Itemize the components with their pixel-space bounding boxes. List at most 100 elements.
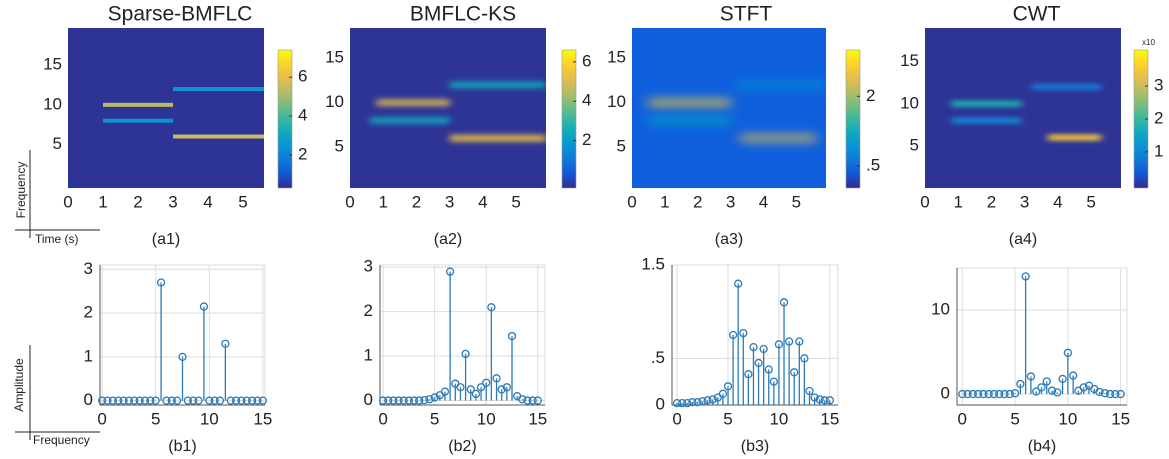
colorbar-tick-label: 2 [866,86,875,105]
stem-marker [779,298,789,307]
key-label: Frequency [33,433,90,447]
stem-marker [984,389,993,399]
stem-marker [440,387,450,396]
y-tick-label: .5 [651,348,665,367]
x-tick-label: 15 [253,409,272,428]
y-tick-label: 10 [43,94,62,113]
stem-marker [518,395,527,404]
stem-marker [420,395,429,405]
stem-marker [178,352,187,362]
x-tick-label: 1 [953,192,962,211]
key-label: Amplitude [12,358,26,412]
x-tick-label: 3 [168,192,177,211]
x-tick-label: 5 [430,409,439,428]
x-tick-label: 3 [726,192,735,211]
chart-title: STFT [720,3,773,26]
colorbar-tick-label: 3 [1154,76,1163,95]
colorbar-tick-label: 2 [298,144,307,163]
colorbar-tick-label: 2 [1154,108,1163,127]
stem-marker [461,349,470,359]
track [1031,83,1102,90]
stem-marker [968,389,977,399]
stem-marker [683,398,692,408]
stem-marker [800,354,809,363]
stem-marker [698,397,707,406]
chart-title: Sparse-BMFLC [108,3,253,26]
panel-label: (a1) [152,231,180,248]
stem-marker [482,378,491,387]
stem-marker [415,396,424,405]
colorbar-tick-label: 6 [298,67,307,86]
heatmap-background [925,28,1121,188]
colorbar [845,49,861,189]
x-tick-label: 3 [1020,192,1029,211]
stem-marker [1095,387,1104,397]
stem-marker [1047,386,1057,395]
stem-marker [378,396,388,405]
panel-label: (a2) [434,231,462,248]
stem-marker [430,393,439,402]
y-tick-label: 15 [43,55,62,74]
stem-marker [805,386,814,396]
panel-label: (b3) [741,438,769,455]
stem-marker [995,389,1004,399]
y-tick-label: 10 [900,93,919,112]
stem-marker [759,344,768,354]
x-tick-label: 5 [511,192,520,211]
chart-title: CWT [1013,3,1061,26]
stem-marker [989,389,999,399]
stem-marker [672,398,682,408]
stem-marker [678,398,687,408]
y-tick-label: 0 [364,390,373,409]
stem-marker [815,395,824,404]
colorbar [561,49,577,189]
x-tick-label: 0 [920,192,929,211]
stem-marker [425,395,434,404]
stem-marker [114,396,123,405]
stem-marker [151,396,160,405]
stem-marker [242,396,251,405]
stem-marker [1032,387,1041,396]
stem-marker [146,396,155,405]
y-tick-label: 5 [53,134,62,153]
stem-marker [703,396,712,405]
stem-marker [1042,377,1051,386]
stem-marker [979,389,988,399]
x-tick-label: 4 [759,192,768,211]
y-tick-label: 5 [617,137,626,156]
stem-marker [1100,389,1109,398]
stem-marker [476,383,486,392]
x-tick-label: 4 [203,192,212,211]
y-tick-label: 3 [364,257,373,276]
stem-marker [523,396,532,405]
track [740,135,817,142]
x-tick-label: 10 [477,409,496,428]
y-tick-label: 0 [84,390,93,409]
stem-marker [958,389,967,399]
stem-marker [156,278,166,287]
stem-marker [384,396,393,405]
x-tick-label: 5 [792,192,801,211]
colorbar-tick-label: 2 [582,130,591,149]
stem-marker [728,330,738,340]
stem-marker [1053,388,1062,397]
stem-marker [389,396,398,405]
panel-label: (a4) [1009,231,1037,248]
stem-marker [231,396,241,405]
stem-marker [162,396,171,405]
y-tick-label: 1.5 [641,254,665,273]
x-tick-label: 0 [672,409,681,428]
x-tick-label: 1 [378,192,387,211]
y-tick-label: 5 [910,135,919,154]
stem-marker [1116,389,1125,399]
x-tick-label: 10 [200,409,219,428]
x-tick-label: 0 [378,409,387,428]
stem-marker [466,385,475,394]
stem-marker [1079,383,1088,392]
stem-marker [492,374,501,383]
stem-marker [1021,272,1030,281]
stem-marker [693,398,702,407]
stem-marker [456,383,465,392]
stem-marker [820,396,829,405]
track [449,135,546,142]
